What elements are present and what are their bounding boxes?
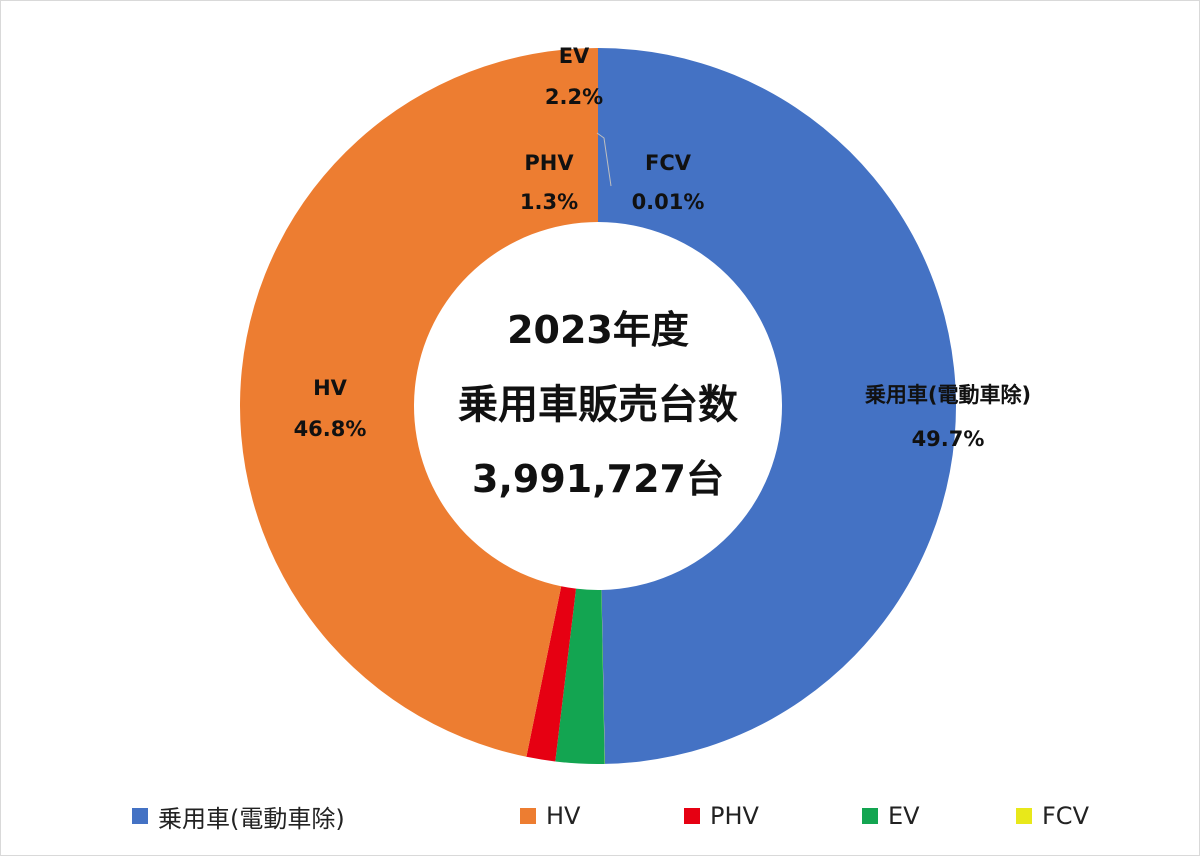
label-main-value: 49.7%	[912, 427, 985, 451]
legend-swatch-fcv	[1016, 808, 1032, 824]
center-title-total: 3,991,727台	[472, 457, 724, 501]
label-phv-name: PHV	[524, 151, 574, 175]
legend-label-ev: EV	[888, 802, 920, 830]
slice-HV	[240, 48, 598, 757]
donut-chart: 乗用車(電動車除) 49.7% HV 46.8% PHV 1.3% EV 2.2…	[240, 44, 1031, 765]
legend-item-phv: PHV	[684, 796, 759, 836]
label-ev-name: EV	[559, 44, 590, 68]
legend-item-fcv: FCV	[1016, 796, 1089, 836]
slice-PHV	[526, 586, 577, 762]
legend-item-hv: HV	[520, 796, 580, 836]
legend-label-fcv: FCV	[1042, 802, 1089, 830]
label-hv-value: 46.8%	[294, 417, 367, 441]
slice-FCV	[601, 589, 605, 764]
legend-item-ev: EV	[862, 796, 920, 836]
legend-swatch-main	[132, 808, 148, 824]
legend-swatch-phv	[684, 808, 700, 824]
slice-EV	[555, 588, 605, 765]
slice-乗用車(電動車除)	[598, 48, 956, 764]
center-title-subject: 乗用車販売台数	[458, 382, 738, 428]
fcv-leader-line	[596, 132, 612, 187]
legend-label-phv: PHV	[710, 802, 759, 830]
legend-item-main: 乗用車(電動車除)	[132, 796, 345, 836]
label-phv-value: 1.3%	[520, 190, 578, 214]
legend-label-hv: HV	[546, 802, 581, 830]
center-title-year: 2023年度	[507, 308, 689, 352]
label-fcv-value: 0.01%	[632, 190, 705, 214]
legend-swatch-hv	[520, 808, 536, 824]
label-fcv-name: FCV	[645, 151, 692, 175]
label-ev-value: 2.2%	[545, 85, 603, 109]
donut-slices	[240, 48, 956, 765]
label-hv-name: HV	[313, 376, 348, 400]
legend-label-main: 乗用車(電動車除)	[158, 804, 345, 833]
label-main-name: 乗用車(電動車除)	[865, 383, 1031, 407]
legend-swatch-ev	[862, 808, 878, 824]
chart-legend: 乗用車(電動車除) HV PHV EV FCV	[0, 796, 1200, 836]
